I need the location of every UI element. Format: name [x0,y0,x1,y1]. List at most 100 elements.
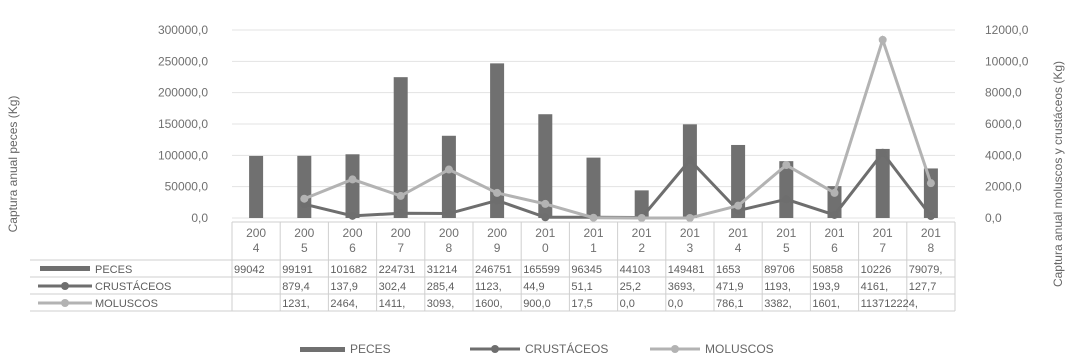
table-cell: 51,1 [571,281,592,293]
point-crustáceos [878,148,887,157]
point-moluscos [685,214,694,222]
x-tick-label: 201 3 [680,226,700,255]
table-cell: 879,4 [282,281,310,293]
legend: PECES CRUSTÁCEOS MOLUSCOS [300,341,774,356]
point-moluscos [444,165,453,174]
table-cell: 1193, [764,281,791,293]
y-axis-title: Captura anual peces (Kg) [6,96,20,233]
y-tick-label: 150000,0 [158,117,208,131]
table-cell: 302,4 [379,281,407,293]
y2-tick-label: 0,0 [985,211,1002,225]
table-legend-marker [61,299,69,307]
table-cell: 246751 [475,264,512,276]
table-cell: 25,2 [620,281,641,293]
bar-peces [634,190,649,218]
x-tick-label: 201 6 [824,226,844,255]
x-tick-label: 201 4 [728,226,748,255]
table-cell: 285,4 [427,281,455,293]
x-tick-label: 200 6 [342,226,362,255]
table-cell: 2464, [330,298,358,310]
point-moluscos [541,199,550,208]
table-cell: 10226 [861,264,892,276]
bar-peces [779,161,794,218]
bar-peces [345,154,360,218]
x-tick-label: 201 0 [535,226,555,255]
table-cell: 0,0 [620,298,635,310]
bar-peces [923,168,938,218]
legend-label: PECES [350,342,391,356]
y-tick-label: 300000,0 [158,23,208,37]
table-cell: 113712224, [861,298,918,310]
y2-axis-title: Captura anual moluscos y crustáceos (Kg) [1051,61,1065,287]
bar-peces [875,148,890,218]
table-cell: 3093, [427,298,455,310]
point-crustáceos [493,196,502,205]
table-cell: 3382, [764,298,792,310]
x-tick-label: 200 7 [391,226,411,255]
lines [300,35,935,222]
table-cell: 471,9 [716,281,744,293]
point-crustáceos [782,195,791,204]
y2-tick-label: 8000,0 [985,86,1022,100]
x-tick-label: 201 1 [583,226,603,255]
point-moluscos [300,194,309,203]
table-cell: 99042 [234,264,265,276]
left-axis-ticks: 0,0 50000,0 100000,0 150000,0 200000,0 250000… [158,23,208,225]
x-tick-label: 201 2 [632,226,652,255]
table-cell: 1123, [475,281,502,293]
table-cell: 137,9 [330,281,358,293]
x-tick-label: 201 8 [921,226,941,255]
table-cell: 127,7 [909,281,937,293]
bar-peces [682,124,697,218]
bar-peces [393,77,408,218]
x-tick-label: 200 8 [439,226,459,255]
y2-tick-label: 10000,0 [985,54,1029,68]
right-axis-ticks: 0,0 2000,0 4000,0 6000,0 8000,0 10000,0 12000,… [985,23,1029,225]
legend-key-marker [491,345,499,353]
table-cell: 900,0 [523,298,551,310]
point-crustáceos [541,213,550,222]
y2-tick-label: 6000,0 [985,117,1022,131]
bar-peces [731,144,746,218]
legend-label: CRUSTÁCEOS [525,341,608,356]
table-cell: 50858 [812,264,843,276]
y2-tick-label: 4000,0 [985,148,1022,162]
table-cell: 1653 [716,264,740,276]
point-moluscos [734,201,743,210]
y2-tick-label: 12000,0 [985,23,1029,37]
table-series-name: CRUSTÁCEOS [95,280,171,293]
table-cell: 79079, [909,264,943,276]
table-legend-marker [61,282,69,290]
table-cell: 149481 [668,264,705,276]
table-cell: 786,1 [716,298,744,310]
table-cell: 1231, [282,298,310,310]
point-crustáceos [926,211,935,220]
x-tick-label: 200 4 [246,226,266,255]
point-crustáceos [348,211,357,220]
table-cell: 44103 [620,264,651,276]
table-cell: 224731 [379,264,416,276]
table-series-name: MOLUSCOS [95,298,158,310]
point-crustáceos [300,200,309,209]
table-cell: 89706 [764,264,795,276]
table-series-name: PECES [95,264,132,276]
point-crustáceos [444,209,453,218]
point-crustáceos [830,210,839,219]
table-cell: 1600, [475,298,503,310]
legend-key-peces [300,347,345,352]
table-cell: 101682 [330,264,367,276]
table-cell: 17,5 [571,298,592,310]
point-moluscos [830,188,839,197]
point-moluscos [493,188,502,197]
point-moluscos [589,213,598,222]
y-tick-label: 250000,0 [158,54,208,68]
y-tick-label: 100000,0 [158,148,208,162]
y2-tick-label: 2000,0 [985,180,1022,194]
y-tick-label: 50000,0 [165,180,209,194]
point-crustáceos [396,209,405,218]
table-cell: 0,0 [668,298,683,310]
point-moluscos [782,161,791,170]
x-tick-label: 200 5 [294,226,314,255]
bar-peces [586,157,601,218]
